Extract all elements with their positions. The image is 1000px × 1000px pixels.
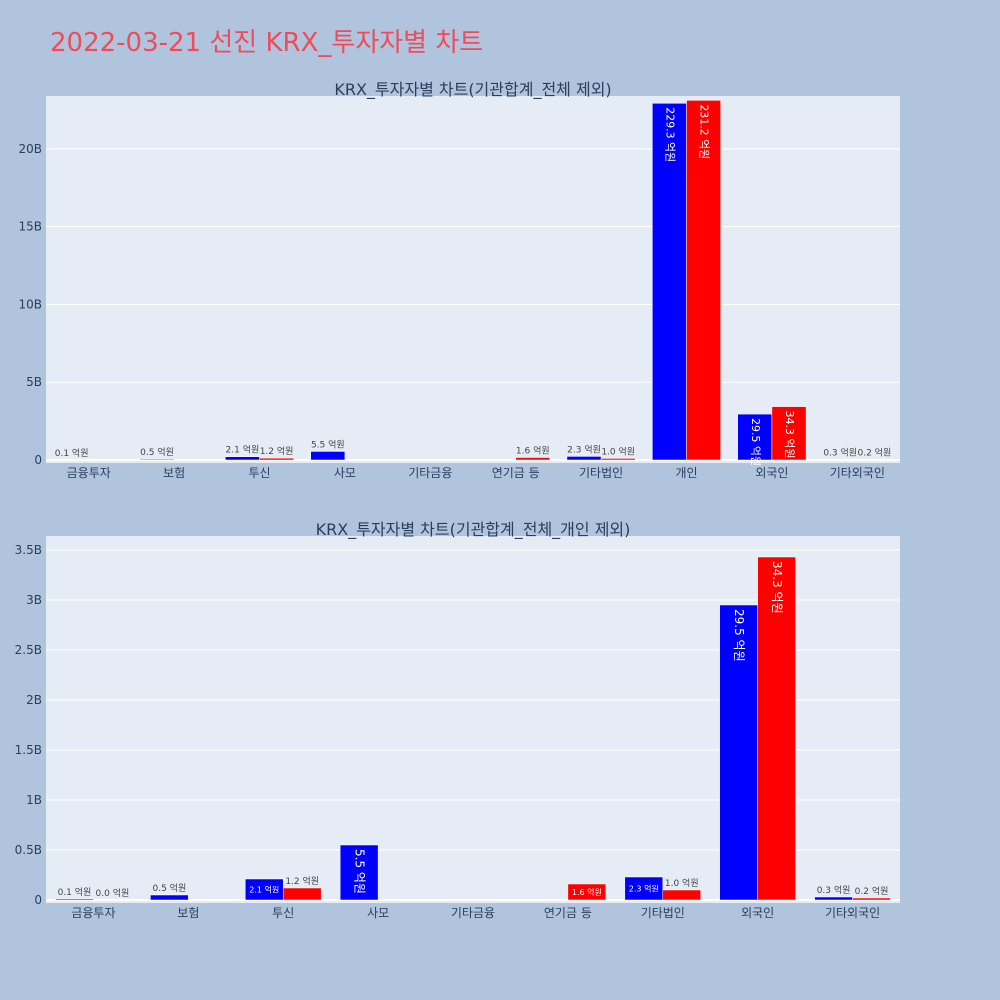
- bar: [515, 457, 551, 461]
- y-tick-label: 3.5B: [15, 543, 42, 557]
- x-tick-label: 외국인: [741, 906, 774, 920]
- data-label: 229.3 억원: [663, 107, 676, 162]
- data-label: 2.3 억원: [629, 884, 659, 894]
- x-tick-label: 기타금융: [451, 906, 495, 920]
- data-label: 29.5 억원: [732, 609, 746, 662]
- data-label: 0.5 억원: [140, 446, 174, 458]
- bar: [624, 876, 664, 901]
- page-title: 2022-03-21 선진 KRX_투자자별 차트: [50, 28, 484, 58]
- x-tick-label: 금융투자: [71, 906, 115, 920]
- bar: [600, 458, 636, 461]
- data-label: 5.5 억원: [311, 438, 345, 450]
- data-label: 34.3 억원: [770, 561, 784, 614]
- data-label: 29.5 억원: [749, 418, 762, 466]
- x-tick-label: 투신: [272, 906, 294, 920]
- x-tick-label: 연기금 등: [544, 906, 592, 920]
- x-tick-label: 기타법인: [579, 466, 623, 480]
- y-tick-label: 0: [34, 453, 42, 467]
- plot-area: [46, 96, 900, 463]
- data-label: 0.3 억원: [823, 447, 857, 459]
- bar: [310, 451, 346, 461]
- data-label: 1.2 억원: [260, 445, 294, 457]
- chart-title: KRX_투자자별 차트(기관합계_전체 제외): [334, 80, 611, 100]
- y-tick-label: 1B: [26, 793, 42, 807]
- chart-title: KRX_투자자별 차트(기관합계_전체_개인 제외): [316, 520, 631, 540]
- bar: [771, 406, 807, 461]
- data-label: 0.1 억원: [55, 447, 89, 459]
- x-tick-label: 외국인: [755, 466, 788, 480]
- x-tick-label: 금융투자: [67, 466, 111, 480]
- data-label: 231.2 억원: [698, 104, 711, 159]
- data-label: 1.0 억원: [601, 445, 635, 457]
- bar: [339, 844, 379, 901]
- bar: [757, 556, 796, 901]
- y-tick-label: 3B: [26, 593, 42, 607]
- data-label: 0.3 억원: [817, 884, 851, 896]
- bar: [737, 413, 773, 461]
- bar: [686, 100, 721, 461]
- data-label: 1.0 억원: [665, 877, 699, 889]
- x-tick-label: 사모: [367, 906, 389, 920]
- bar: [259, 457, 294, 461]
- data-label: 1.2 억원: [285, 875, 319, 887]
- data-label: 2.1 억원: [249, 885, 279, 895]
- data-label: 1.6 억원: [572, 887, 602, 897]
- data-label: 34.3 억원: [783, 411, 796, 459]
- data-label: 1.6 억원: [516, 445, 550, 457]
- bar: [567, 883, 607, 901]
- y-tick-label: 2B: [26, 693, 42, 707]
- x-tick-label: 기타외국인: [825, 906, 880, 920]
- x-tick-label: 기타외국인: [830, 466, 885, 480]
- data-label: 2.3 억원: [567, 443, 601, 455]
- bar: [139, 458, 175, 461]
- bar: [814, 896, 853, 901]
- x-tick-label: 보험: [163, 466, 185, 480]
- chart-2: 0 0.5B 1B 1.5B 2B 2.5B 3B 3.5B KRX_투자자별 차트(기관합계_…: [15, 520, 900, 920]
- x-tick-label: 사모: [334, 466, 356, 480]
- bar: [55, 898, 94, 901]
- data-label: 0.1 억원: [58, 886, 92, 898]
- x-tick-label: 투신: [248, 466, 270, 480]
- bar: [852, 897, 891, 901]
- x-tick-label: 개인: [675, 466, 697, 480]
- bar: [566, 456, 602, 461]
- bar: [150, 894, 189, 901]
- data-label: 5.5 억원: [353, 849, 367, 894]
- y-tick-label: 20B: [18, 142, 42, 156]
- data-label: 0.0 억원: [96, 887, 130, 899]
- data-label: 0.2 억원: [855, 885, 889, 897]
- y-tick-label: 5B: [26, 375, 42, 389]
- bar: [282, 887, 322, 901]
- y-tick-label: 2.5B: [15, 643, 42, 657]
- bar: [652, 103, 687, 461]
- bar: [662, 889, 701, 901]
- y-tick-label: 0.5B: [15, 843, 42, 857]
- data-label: 0.5 억원: [152, 882, 186, 894]
- x-tick-label: 기타법인: [641, 906, 685, 920]
- y-tick-label: 10B: [18, 297, 42, 311]
- bar: [225, 456, 260, 461]
- data-label: 0.2 억원: [858, 447, 892, 459]
- chart-1: 0 5B 10B 15B 20B KRX_투자자별 차트(기관합계_전체 제외) 금융투자 0…: [18, 80, 900, 480]
- y-tick-label: 15B: [18, 220, 42, 234]
- y-tick-label: 1.5B: [15, 743, 42, 757]
- data-label: 2.1 억원: [226, 444, 260, 456]
- x-tick-label: 보험: [177, 906, 199, 920]
- y-tick-label: 0: [34, 893, 42, 907]
- x-tick-label: 기타금융: [408, 466, 452, 480]
- x-tick-label: 연기금 등: [492, 466, 540, 480]
